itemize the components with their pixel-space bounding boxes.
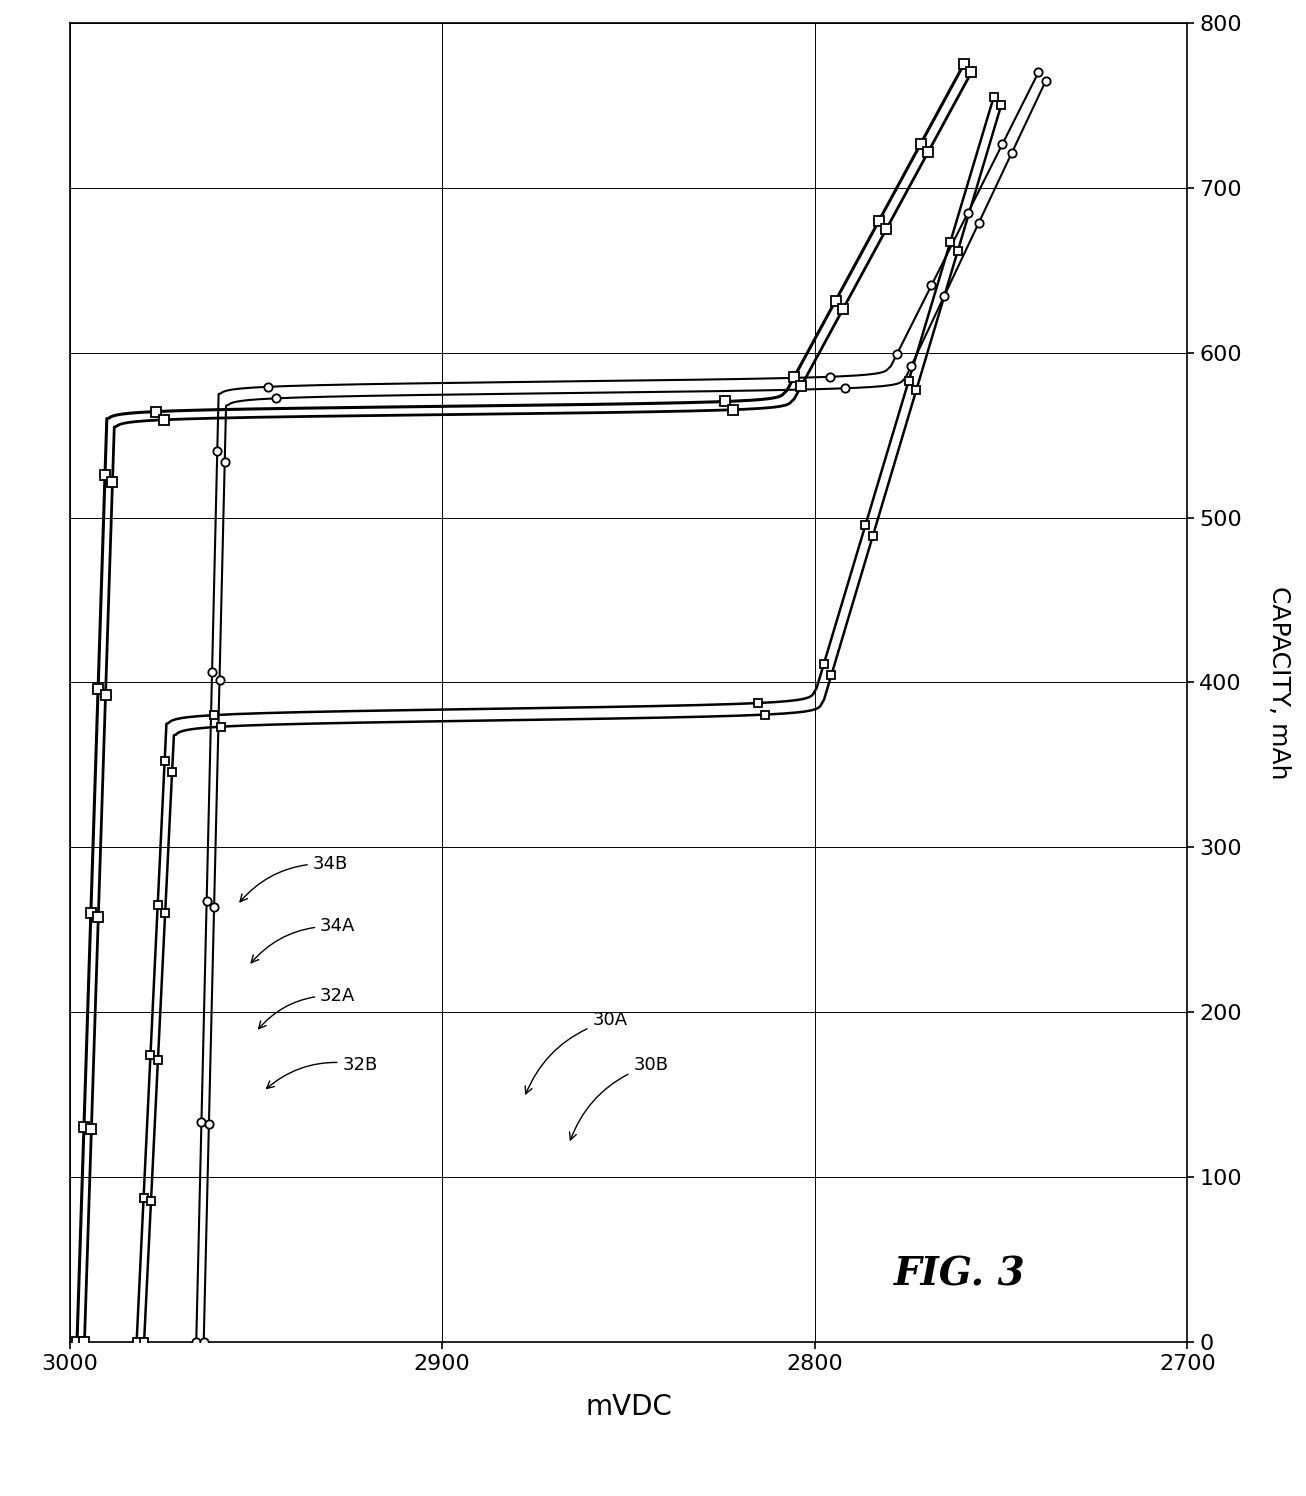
Text: FIG. 3: FIG. 3 [895,1255,1025,1294]
Text: 32B: 32B [266,1056,377,1089]
X-axis label: mVDC: mVDC [585,1393,673,1421]
Text: 34A: 34A [251,917,355,963]
Text: 30A: 30A [525,1011,627,1094]
Text: 32A: 32A [259,987,355,1029]
Text: 30B: 30B [569,1056,669,1140]
Text: 34B: 34B [240,854,347,902]
Y-axis label: CAPACITY, mAh: CAPACITY, mAh [1267,586,1292,779]
